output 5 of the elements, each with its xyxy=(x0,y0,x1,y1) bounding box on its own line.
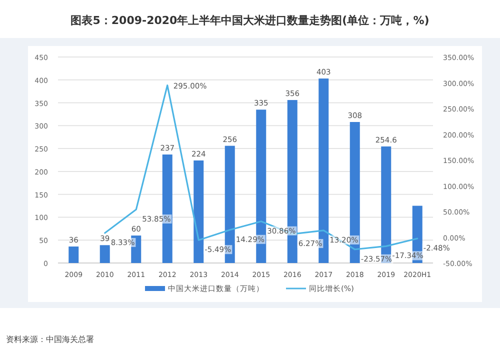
bar xyxy=(194,160,204,263)
text: 资料来源：中国海关总署 xyxy=(6,335,94,344)
bar xyxy=(68,246,79,263)
chart-title: 图表5：2009-2020年上半年中国大米进口数量走势图(单位：万吨，%) xyxy=(70,14,430,27)
bar xyxy=(100,245,110,263)
